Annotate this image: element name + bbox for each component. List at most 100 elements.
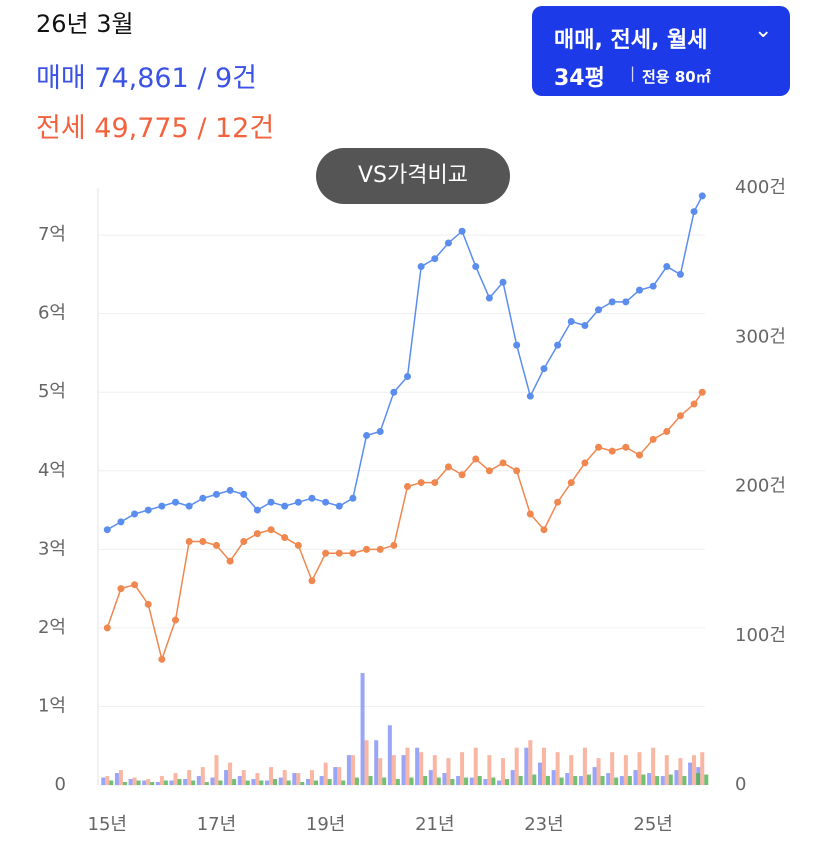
volume-bar [596, 758, 601, 785]
price-point [294, 498, 302, 506]
volume-bar [278, 777, 283, 785]
volume-bar [682, 776, 687, 785]
volume-bar [114, 773, 119, 785]
y-tick-label: 3억 [38, 538, 66, 559]
price-point [472, 455, 480, 463]
volume-bar [419, 752, 424, 785]
price-point [458, 471, 466, 479]
volume-bar [545, 776, 550, 785]
volume-bar [627, 776, 632, 785]
volume-bar [592, 767, 597, 785]
y-tick-label: 7억 [38, 224, 66, 245]
volume-bar [173, 773, 178, 785]
price-point [649, 282, 657, 290]
volume-bar [237, 776, 242, 785]
volume-bar [232, 779, 237, 785]
y-tick-label: 2억 [38, 617, 66, 638]
y2-tick-label: 0 [735, 774, 746, 795]
volume-bar [177, 779, 182, 785]
volume-bar [442, 773, 447, 785]
volume-bar [586, 774, 591, 785]
price-point [185, 502, 193, 510]
price-point [117, 585, 125, 593]
volume-bar [333, 767, 338, 785]
volume-bar [501, 758, 506, 785]
volume-bar [309, 770, 314, 785]
y2-tick-label: 300건 [735, 326, 786, 347]
volume-bar [569, 755, 574, 785]
volume-bar [678, 758, 683, 785]
volume-bar [647, 773, 652, 785]
volume-bar [187, 770, 192, 785]
price-point [499, 459, 507, 467]
price-point [698, 192, 706, 200]
volume-bar [109, 780, 114, 785]
price-point [267, 498, 275, 506]
volume-bar [428, 770, 433, 785]
price-point [267, 526, 275, 534]
price-point [526, 510, 534, 518]
volume-bar [196, 776, 201, 785]
price-point [567, 479, 575, 487]
date: 26년 3월 [36, 10, 134, 38]
volume-bar [128, 779, 133, 785]
volume-bar [551, 770, 556, 785]
volume-bar [700, 752, 705, 785]
price-point [581, 321, 589, 329]
volume-bar [456, 776, 461, 785]
price-point [390, 388, 398, 396]
volume-bar [637, 752, 642, 785]
volume-bar [341, 780, 346, 785]
price-point [363, 431, 371, 439]
x-tick-label: 15년 [88, 814, 127, 835]
volume-bar [395, 779, 400, 785]
price-point [417, 263, 425, 271]
volume-bar [415, 747, 420, 785]
volume-bar [614, 777, 619, 785]
y-tick-label: 1억 [38, 695, 66, 716]
volume-bar [450, 779, 455, 785]
price-point [294, 541, 302, 549]
price-point [698, 388, 706, 396]
volume-bar [224, 770, 229, 785]
x-tick-label: 21년 [415, 814, 454, 835]
volume-bar [641, 774, 646, 785]
price-point [649, 435, 657, 443]
volume-bar [282, 770, 287, 785]
price-point [663, 428, 671, 436]
x-tick-label: 17년 [197, 814, 236, 835]
y-tick-label: 4억 [38, 460, 66, 481]
volume-bar [423, 776, 428, 785]
volume-bar [241, 770, 246, 785]
filter-button[interactable]: 매매, 전세, 월세 ⌄ 34평 | 전용 80㎡ [532, 6, 790, 96]
volume-bar [524, 747, 529, 785]
volume-bar [623, 755, 628, 785]
price-point [281, 534, 289, 542]
compare-button[interactable]: VS가격비교 [316, 148, 510, 204]
volume-bar [674, 770, 679, 785]
volume-bar [364, 740, 369, 785]
y2-tick-label: 400건 [735, 177, 786, 198]
chevron: ⌄ [754, 18, 773, 43]
volume-bar [245, 780, 250, 785]
price-point [199, 494, 207, 502]
volume-bar [469, 777, 474, 785]
volume-bar [582, 747, 587, 785]
price-point [690, 208, 698, 216]
price-point [444, 239, 452, 247]
price-point [131, 581, 139, 589]
volume-bar [477, 776, 482, 785]
y2-tick-label: 200건 [735, 476, 786, 497]
volume-bar [360, 673, 365, 785]
volume-bar [327, 779, 332, 785]
volume-bar [668, 774, 673, 785]
volume-bar [382, 777, 387, 785]
price-point [635, 451, 643, 459]
price-line [106, 195, 703, 531]
price-point [131, 510, 139, 518]
volume-bar [191, 780, 196, 785]
volume-bar [210, 777, 215, 785]
price-point [608, 298, 616, 306]
